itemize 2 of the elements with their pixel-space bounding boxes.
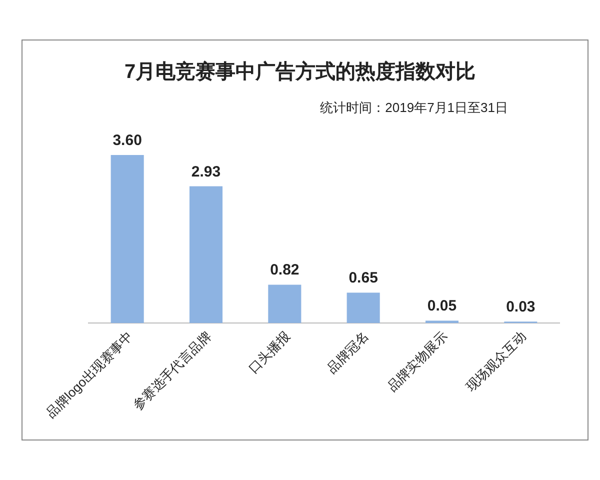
subtitle: 统计时间：2019年7月1日至31日: [320, 100, 508, 115]
title: 7月电竞赛事中广告方式的热度指数对比: [124, 61, 476, 83]
